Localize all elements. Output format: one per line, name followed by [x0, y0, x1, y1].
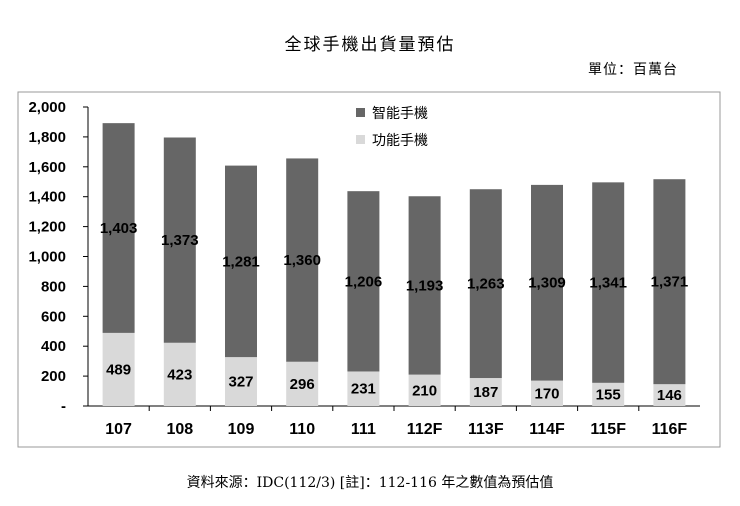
x-category-label: 110: [289, 421, 315, 438]
bar-feature-phone: [408, 374, 441, 406]
legend-swatch-feature-phone: [356, 135, 365, 144]
chart-frame: [17, 91, 721, 448]
bar-smartphone: [408, 196, 441, 375]
y-tick-label: 800: [41, 278, 66, 295]
bar-feature-phone: [531, 380, 563, 406]
data-label-smartphone: 1,403: [100, 220, 138, 237]
data-label-feature-phone: 170: [534, 385, 559, 402]
x-category-label: 107: [105, 421, 132, 438]
data-label-smartphone: 1,371: [651, 274, 689, 291]
bar-smartphone: [347, 191, 380, 372]
data-label-feature-phone: 296: [290, 376, 315, 393]
bar-smartphone: [286, 158, 319, 362]
y-tick-label: 1,600: [28, 159, 66, 176]
data-label-smartphone: 1,281: [222, 253, 260, 270]
x-category-label: 112F: [407, 421, 443, 438]
data-label-feature-phone: 489: [106, 361, 131, 378]
y-tick-label: -: [61, 398, 66, 415]
bar-feature-phone: [286, 361, 319, 406]
bar-feature-phone: [592, 382, 625, 406]
data-label-smartphone: 1,373: [161, 232, 199, 249]
bar-feature-phone: [347, 371, 380, 406]
data-label-feature-phone: 146: [657, 387, 682, 404]
data-label-smartphone: 1,193: [406, 277, 444, 294]
bar-smartphone: [531, 184, 563, 381]
x-category-label: 109: [228, 421, 255, 438]
y-tick-label: 600: [41, 308, 66, 325]
y-tick-label: 1,000: [28, 249, 66, 266]
bar-feature-phone: [163, 342, 196, 406]
data-label-feature-phone: 187: [473, 384, 498, 401]
y-tick-label: 1,400: [28, 189, 66, 206]
bar-feature-phone: [102, 332, 135, 406]
legend-label-smartphone: 智能手機: [372, 106, 428, 122]
y-tick-label: 400: [41, 338, 66, 355]
bar-feature-phone: [469, 378, 502, 406]
bar-smartphone: [163, 137, 196, 343]
chart-title: 全球手機出貨量預估: [284, 35, 456, 55]
data-label-feature-phone: 327: [228, 374, 253, 391]
data-label-smartphone: 1,309: [528, 275, 566, 292]
x-category-label: 113F: [468, 421, 504, 438]
x-category-label: 111: [351, 421, 376, 438]
data-label-smartphone: 1,360: [283, 252, 321, 269]
bar-smartphone: [102, 123, 135, 333]
data-label-smartphone: 1,263: [467, 276, 505, 293]
bar-smartphone: [225, 165, 257, 358]
source-note: 資料來源：IDC(112/3) [註]：112-116 年之數值為預估值: [186, 475, 554, 491]
bar-smartphone: [469, 189, 502, 379]
y-tick-label: 200: [41, 368, 66, 385]
legend-label-feature-phone: 功能手機: [372, 133, 428, 149]
y-tick-label: 1,800: [28, 129, 66, 146]
data-label-smartphone: 1,206: [345, 273, 383, 290]
data-label-feature-phone: 155: [596, 386, 621, 403]
bar-smartphone: [653, 179, 686, 385]
bar-smartphone: [592, 182, 625, 383]
unit-label: 單位：百萬台: [588, 62, 678, 78]
x-category-label: 116F: [652, 421, 688, 438]
x-category-label: 115F: [590, 421, 626, 438]
y-tick-label: 2,000: [28, 99, 66, 116]
data-label-feature-phone: 231: [351, 381, 376, 398]
x-category-label: 114F: [529, 421, 565, 438]
x-category-label: 108: [166, 421, 193, 438]
legend-swatch-smartphone: [356, 108, 365, 117]
data-label-feature-phone: 423: [167, 366, 192, 383]
bar-feature-phone: [225, 357, 257, 406]
y-tick-label: 1,200: [28, 219, 66, 236]
bar-feature-phone: [653, 384, 686, 406]
data-label-feature-phone: 210: [412, 382, 437, 399]
data-label-smartphone: 1,341: [589, 275, 627, 292]
